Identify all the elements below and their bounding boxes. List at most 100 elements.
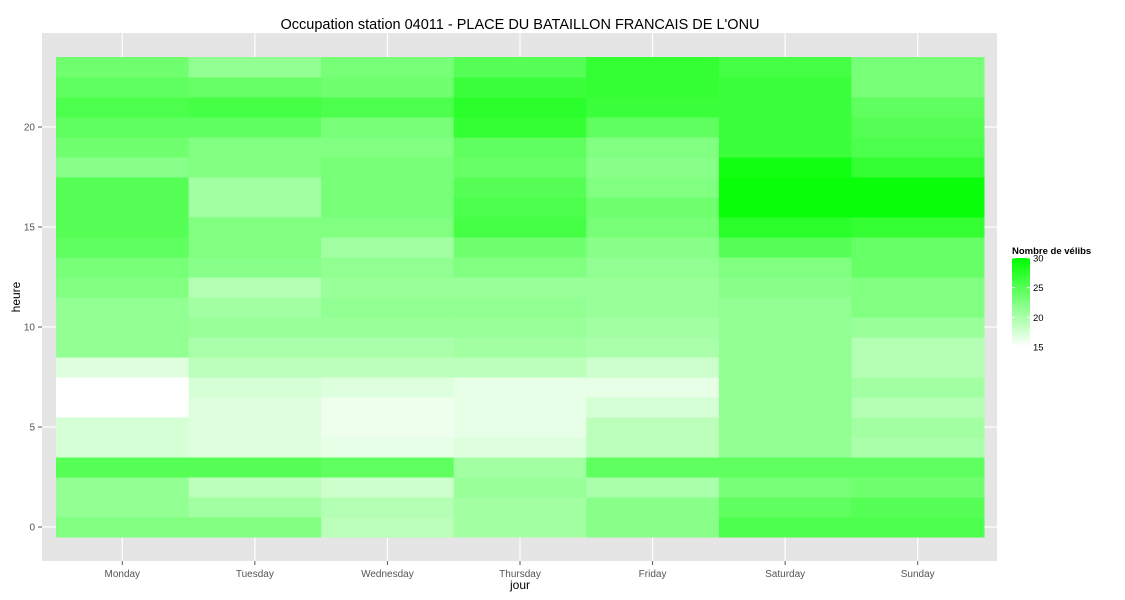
heatmap-cell <box>453 477 587 498</box>
heatmap-cell <box>188 357 322 378</box>
x-axis-title: jour <box>509 578 530 592</box>
heatmap-cell <box>586 457 720 478</box>
heatmap-cell <box>188 77 322 98</box>
y-tick-label: 20 <box>24 123 36 134</box>
heatmap-cell <box>718 237 852 258</box>
heatmap-cell <box>56 117 190 138</box>
heatmap-cell <box>56 457 190 478</box>
heatmap-cell <box>188 177 322 198</box>
heatmap-cell <box>321 177 455 198</box>
heatmap-cell <box>56 197 190 218</box>
heatmap-cell <box>851 77 985 98</box>
heatmap-cell <box>586 297 720 318</box>
heatmap-cell <box>321 237 455 258</box>
heatmap-cell <box>586 57 720 78</box>
heatmap-cell <box>453 217 587 238</box>
heatmap-cell <box>851 277 985 298</box>
heatmap-cell <box>586 397 720 418</box>
heatmap-cell <box>453 357 587 378</box>
heatmap-cell <box>453 137 587 158</box>
heatmap-cell <box>321 197 455 218</box>
heatmap-cell <box>453 517 587 538</box>
heatmap-cell <box>188 497 322 518</box>
heatmap-cell <box>321 457 455 478</box>
legend-tick-label: 15 <box>1033 343 1044 354</box>
heatmap-cell <box>453 237 587 258</box>
heatmap-cell <box>851 157 985 178</box>
heatmap-cell <box>851 57 985 78</box>
heatmap-cell <box>586 477 720 498</box>
heatmap-cell <box>586 97 720 118</box>
y-tick-label: 10 <box>24 323 36 334</box>
heatmap-cell <box>56 217 190 238</box>
heatmap-cell <box>851 197 985 218</box>
heatmap-cell <box>321 257 455 278</box>
heatmap-cell <box>56 157 190 178</box>
heatmap-cell <box>718 217 852 238</box>
heatmap-cell <box>718 457 852 478</box>
x-tick-label: Tuesday <box>236 569 274 580</box>
heatmap-cell <box>321 417 455 438</box>
heatmap-cell <box>851 397 985 418</box>
heatmap-cell <box>321 517 455 538</box>
heatmap-cell <box>718 377 852 398</box>
heatmap-cell <box>586 277 720 298</box>
legend-ticks: 15 20 25 30 <box>1012 254 1044 354</box>
heatmap-cell <box>453 497 587 518</box>
heatmap-cell <box>851 497 985 518</box>
heatmap-cell <box>718 497 852 518</box>
heatmap-cell <box>56 137 190 158</box>
heatmap-cell <box>851 377 985 398</box>
heatmap-cell <box>56 57 190 78</box>
heatmap-cell <box>851 257 985 278</box>
heatmap-cell <box>56 357 190 378</box>
legend-title: Nombre de vélibs <box>1012 246 1091 257</box>
x-tick-label: Thursday <box>499 569 541 580</box>
heatmap-cell <box>56 317 190 338</box>
heatmap-cell <box>586 517 720 538</box>
heatmap-cell <box>321 497 455 518</box>
heatmap-cell <box>586 117 720 138</box>
heatmap-cell <box>851 477 985 498</box>
heatmap-cell <box>453 197 587 218</box>
heatmap-cell <box>453 337 587 358</box>
heatmap-cell <box>851 437 985 458</box>
heatmap-cell <box>851 517 985 538</box>
heatmap-cell <box>453 97 587 118</box>
heatmap-cell <box>453 57 587 78</box>
heatmap-cell <box>718 437 852 458</box>
heatmap-cell <box>453 317 587 338</box>
heatmap-cell <box>586 237 720 258</box>
heatmap-cell <box>718 137 852 158</box>
heatmap-cell <box>188 317 322 338</box>
heatmap-cell <box>188 257 322 278</box>
heatmap-cell <box>56 437 190 458</box>
heatmap-cell <box>56 77 190 98</box>
heatmap-cell <box>188 237 322 258</box>
heatmap-cell <box>586 157 720 178</box>
y-tick-label: 15 <box>24 223 36 234</box>
heatmap-cell <box>851 337 985 358</box>
heatmap-cell <box>718 197 852 218</box>
heatmap-cell <box>56 237 190 258</box>
heatmap-cell <box>321 437 455 458</box>
heatmap-cell <box>321 157 455 178</box>
x-axis: Monday Tuesday Wednesday Thursday Friday Satu… <box>104 561 935 580</box>
heatmap-cell <box>321 297 455 318</box>
heatmap-cell <box>851 97 985 118</box>
heatmap-cell <box>56 337 190 358</box>
heatmap-cell <box>453 437 587 458</box>
heatmap-cell <box>453 157 587 178</box>
heatmap-cell <box>718 277 852 298</box>
legend-tick-label: 30 <box>1033 254 1044 265</box>
x-tick-label: Monday <box>104 569 140 580</box>
heatmap-cell <box>56 257 190 278</box>
heatmap-cell <box>851 417 985 438</box>
heatmap-cell <box>453 457 587 478</box>
heatmap-cell <box>56 297 190 318</box>
heatmap-cell <box>586 317 720 338</box>
chart-title: Occupation station 04011 - PLACE DU BATA… <box>280 17 759 33</box>
heatmap-cell <box>188 157 322 178</box>
y-axis-title: heure <box>9 281 23 312</box>
